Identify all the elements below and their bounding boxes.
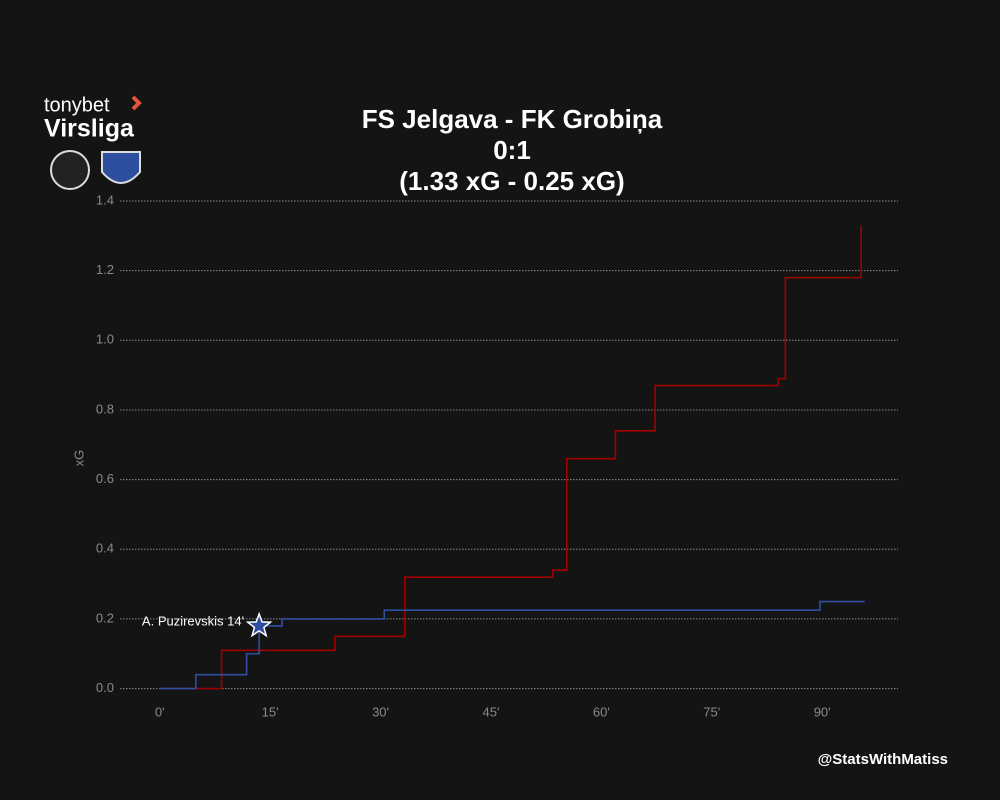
x-tick-label: 15' [262, 704, 279, 719]
club-badge [50, 150, 90, 190]
x-tick-label: 75' [703, 704, 720, 719]
credit: @StatsWithMatiss [818, 751, 948, 768]
x-tick-label: 90' [814, 704, 831, 719]
y-tick-label: 1.2 [96, 262, 114, 277]
xg-line [159, 600, 865, 690]
logo-mark [131, 95, 142, 111]
chart-title: 0:1 [493, 135, 531, 165]
x-tick-label: 60' [593, 704, 610, 719]
y-tick-label: 0.2 [96, 610, 114, 625]
y-tick-label: 1.4 [96, 192, 114, 207]
logo-brand: tonybet [44, 94, 110, 116]
logo-league: Virsliga [44, 115, 135, 143]
y-tick-label: 0.6 [96, 471, 114, 486]
goal-marker [245, 611, 273, 638]
x-tick-label: 45' [482, 704, 499, 719]
x-tick-label: 30' [372, 704, 389, 719]
club-badge [101, 151, 141, 184]
xg-line [159, 225, 862, 690]
chart-title: (1.33 xG - 0.25 xG) [399, 166, 624, 196]
y-tick-label: 0.4 [96, 541, 114, 556]
x-tick-label: 0' [155, 704, 165, 719]
chart-title: FS Jelgava - FK Grobiņa [362, 104, 663, 134]
y-axis-label: xG [71, 450, 86, 467]
y-tick-label: 1.0 [96, 332, 114, 347]
y-tick-label: 0.0 [96, 680, 114, 695]
goal-label: A. Puzirevskis 14' [142, 613, 244, 628]
y-tick-label: 0.8 [96, 401, 114, 416]
